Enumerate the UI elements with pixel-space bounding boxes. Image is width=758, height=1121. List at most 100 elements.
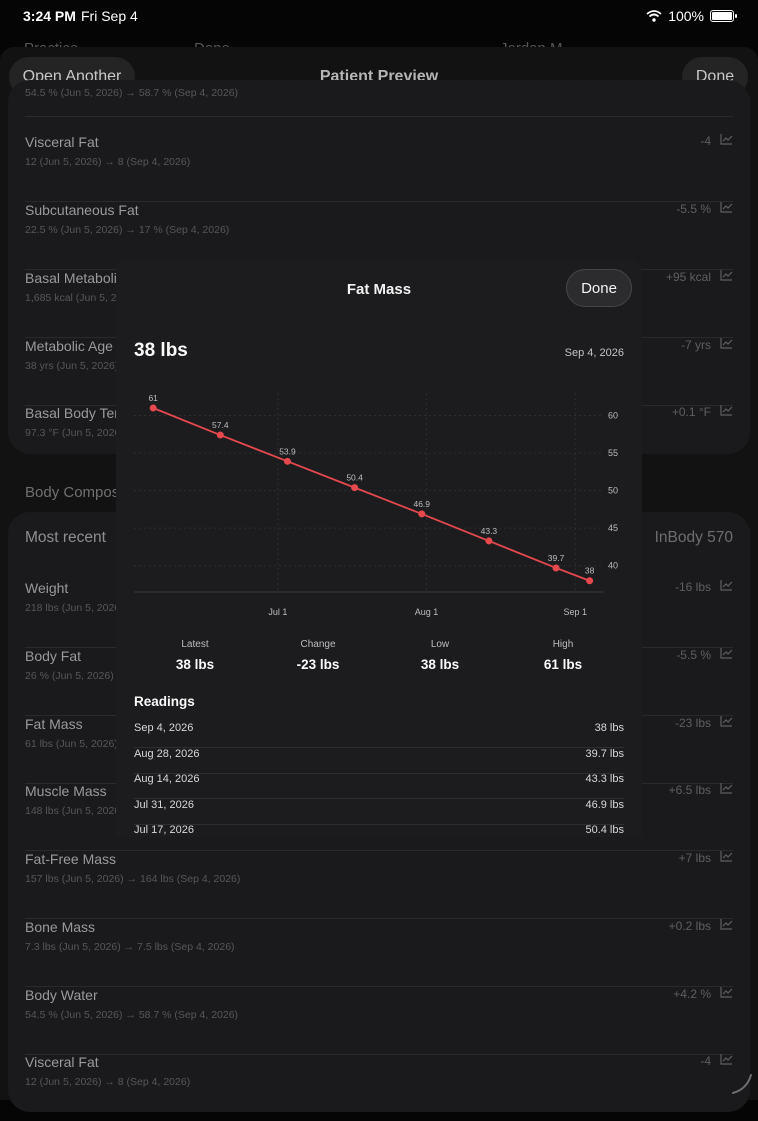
fat-mass-chart: 40 45 50 55 60 Jul 1 Aug 1 Sep 1 61 57.4 53.9 50.4 4… xyxy=(134,393,618,617)
reading-date: Aug 28, 2026 xyxy=(134,748,200,760)
chart-icon[interactable] xyxy=(720,783,733,794)
modal-title: Fat Mass xyxy=(346,281,412,298)
data-label: 53.9 xyxy=(279,446,296,456)
row-title: Fat-Free Mass xyxy=(25,851,117,867)
row-delta: +4.2 % xyxy=(673,987,711,1001)
stat-value: 61 lbs xyxy=(543,657,583,672)
row-delta: -4 xyxy=(700,1054,711,1068)
row-sub: 22.5 % (Jun 5, 2026) → 17 % (Sep 4, 2026… xyxy=(25,224,230,236)
row-title: Metabolic Age xyxy=(25,338,113,354)
battery-percent: 100% xyxy=(668,8,704,24)
chart-icon[interactable] xyxy=(720,1054,733,1065)
list-item[interactable]: Fat-Free Mass 157 lbs (Jun 5, 2026) → 16… xyxy=(25,851,733,919)
battery-icon xyxy=(710,10,737,22)
row-delta: +95 kcal xyxy=(665,270,711,284)
data-point xyxy=(149,404,157,412)
chart-icon[interactable] xyxy=(720,270,733,281)
stat-label: Change xyxy=(300,639,336,650)
row-delta: -4 xyxy=(700,134,711,148)
chart-icon[interactable] xyxy=(720,202,733,213)
wifi-icon xyxy=(646,10,662,22)
x-tick-label: Sep 1 xyxy=(563,607,587,617)
stat-low: Low 38 lbs xyxy=(390,639,490,672)
list-item[interactable]: Body Water 54.5 % (Jun 5, 2026) → 58.7 %… xyxy=(25,987,733,1055)
row-title: Visceral Fat xyxy=(25,134,99,150)
chart-icon[interactable] xyxy=(720,987,733,998)
series-line xyxy=(152,407,590,582)
chart-icon[interactable] xyxy=(720,338,733,349)
row-sub: 97.3 °F (Jun 5, 2026) xyxy=(25,427,124,439)
current-date: Sep 4, 2026 xyxy=(564,347,624,359)
reading-row: Aug 28, 2026 39.7 lbs xyxy=(134,748,624,774)
readings-title: Readings xyxy=(134,694,195,709)
list-item[interactable]: Visceral Fat 12 (Jun 5, 2026) → 8 (Sep 4… xyxy=(25,134,733,202)
row-title: Muscle Mass xyxy=(25,783,107,799)
data-point xyxy=(351,484,359,492)
x-tick-label: Aug 1 xyxy=(415,607,439,617)
stat-label: Latest xyxy=(181,639,209,650)
fat-mass-modal: Fat Mass Done 38 lbs Sep 4, 2026 40 45 50 5… xyxy=(116,259,642,837)
resize-handle-icon[interactable] xyxy=(730,1072,754,1096)
y-tick-label: 45 xyxy=(608,523,618,533)
y-tick-label: 55 xyxy=(608,448,618,458)
reading-row: Sep 4, 2026 38 lbs xyxy=(134,722,624,748)
data-label: 46.9 xyxy=(413,499,430,509)
x-tick-label: Jul 1 xyxy=(268,607,287,617)
chart-icon[interactable] xyxy=(720,580,733,591)
reading-value: 43.3 lbs xyxy=(585,773,624,785)
status-time: 3:24 PM xyxy=(23,8,76,24)
chart-icon[interactable] xyxy=(720,919,733,930)
chart-icon[interactable] xyxy=(720,134,733,145)
y-tick-label: 40 xyxy=(608,561,618,571)
data-point xyxy=(586,577,594,585)
row-delta: +6.5 lbs xyxy=(668,783,711,797)
row-delta: -5.5 % xyxy=(676,648,711,662)
row-delta: +0.2 lbs xyxy=(668,919,711,933)
row-delta: +7 lbs xyxy=(678,851,711,865)
reading-date: Aug 14, 2026 xyxy=(134,773,200,785)
row-sub: 157 lbs (Jun 5, 2026) → 164 lbs (Sep 4, … xyxy=(25,873,241,885)
row-sub: 38 yrs (Jun 5, 2026) xyxy=(25,360,119,372)
reading-row: Aug 14, 2026 43.3 lbs xyxy=(134,773,624,799)
stat-value: 38 lbs xyxy=(420,657,460,672)
chart-icon[interactable] xyxy=(720,851,733,862)
row-sub: 54.5 % (Jun 5, 2026) → 58.7 % (Sep 4, 20… xyxy=(25,87,239,99)
row-delta: -23 lbs xyxy=(674,716,711,730)
stat-high: High 61 lbs xyxy=(513,639,613,672)
list-item[interactable]: Muscle Mass 148 lbs (Jun 5, 2026) +6.5 l… xyxy=(25,783,733,851)
chart-icon[interactable] xyxy=(720,648,733,659)
reading-value: 39.7 lbs xyxy=(585,748,624,760)
chart-icon[interactable] xyxy=(720,716,733,727)
data-point xyxy=(216,431,224,439)
status-date: Fri Sep 4 xyxy=(81,8,138,24)
row-delta: -16 lbs xyxy=(674,580,711,594)
row-delta: +0.1 °F xyxy=(671,405,711,419)
row-sub: 61 lbs (Jun 5, 2026) xyxy=(25,738,118,750)
list-item[interactable]: Subcutaneous Fat 22.5 % (Jun 5, 2026) → … xyxy=(25,202,733,270)
list-item: 54.5 % (Jun 5, 2026) → 58.7 % (Sep 4, 20… xyxy=(25,80,733,117)
stat-label: Low xyxy=(430,639,450,650)
current-value: 38 lbs xyxy=(134,340,188,361)
list-item[interactable]: Visceral Fat 12 (Jun 5, 2026) → 8 (Sep 4… xyxy=(25,1054,733,1121)
row-delta: -5.5 % xyxy=(676,202,711,216)
status-indicators: 100% xyxy=(646,8,737,24)
status-bar: 3:24 PM Fri Sep 4 100% xyxy=(0,0,758,30)
chart-icon[interactable] xyxy=(720,405,733,416)
stat-value: 38 lbs xyxy=(175,657,215,672)
data-label: 38 xyxy=(585,566,595,576)
row-title: Body Water xyxy=(25,987,98,1003)
row-sub: 7.3 lbs (Jun 5, 2026) → 7.5 lbs (Sep 4, … xyxy=(25,941,235,953)
modal-done-button[interactable]: Done xyxy=(566,269,632,307)
row-sub: 148 lbs (Jun 5, 2026) xyxy=(25,805,124,817)
data-label: 50.4 xyxy=(346,473,363,483)
row-sub: 1,685 kcal (Jun 5, 2026) xyxy=(25,292,138,304)
list-item[interactable]: Bone Mass 7.3 lbs (Jun 5, 2026) → 7.5 lb… xyxy=(25,919,733,987)
y-tick-label: 60 xyxy=(608,411,618,421)
list-item[interactable]: Weight 218 lbs (Jun 5, 2026) -16 lbs xyxy=(25,580,733,648)
device-source: InBody 570 xyxy=(654,529,733,546)
reading-date: Jul 17, 2026 xyxy=(134,824,194,836)
data-label: 61 xyxy=(148,393,158,403)
row-sub: 218 lbs (Jun 5, 2026) xyxy=(25,602,124,614)
row-sub: 54.5 % (Jun 5, 2026) → 58.7 % (Sep 4, 20… xyxy=(25,1009,239,1021)
row-title: Bone Mass xyxy=(25,919,96,935)
